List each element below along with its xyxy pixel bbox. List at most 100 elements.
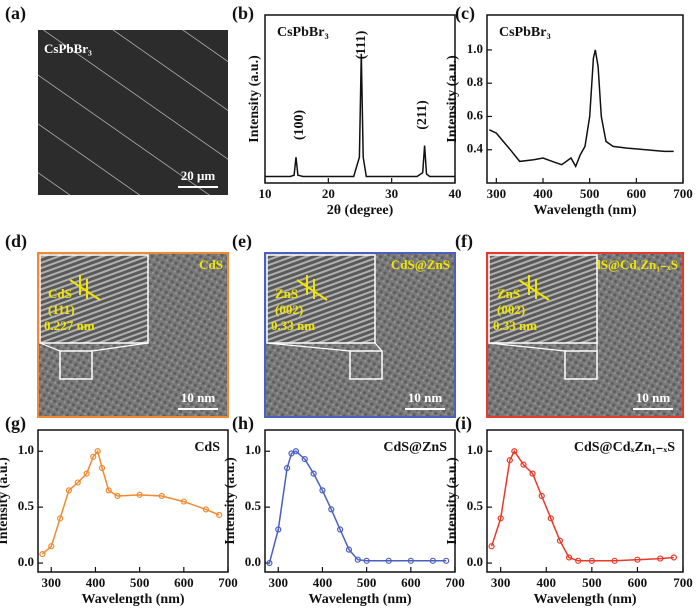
panel-label: (b) bbox=[232, 3, 254, 24]
data-point bbox=[136, 491, 143, 498]
y-axis-label: Intensity (a.u.) bbox=[0, 457, 11, 545]
data-point bbox=[48, 543, 55, 550]
peak-label: (100) bbox=[292, 110, 307, 141]
zoom-box bbox=[564, 350, 598, 380]
x-axis-label: Wavelength (nm) bbox=[533, 592, 636, 607]
data-point bbox=[98, 464, 106, 472]
data-point bbox=[657, 555, 664, 562]
x-tick-label: 300 bbox=[42, 575, 62, 590]
plot-frame bbox=[264, 429, 456, 573]
y-axis-label: Intensity (a.u.) bbox=[223, 457, 238, 545]
x-tick-label: 400 bbox=[313, 575, 333, 590]
inset-text: 0.33 nm bbox=[493, 318, 537, 333]
data-line bbox=[268, 450, 447, 564]
x-tick-label: 40 bbox=[449, 186, 462, 201]
x-tick-label: 300 bbox=[487, 186, 507, 201]
x-tick-label: 500 bbox=[357, 575, 377, 590]
scale-label: 10 nm bbox=[408, 390, 442, 405]
data-point bbox=[529, 470, 536, 477]
zoom-box bbox=[349, 350, 383, 380]
x-tick-label: 400 bbox=[537, 575, 557, 590]
fringe-mark bbox=[296, 279, 328, 301]
x-tick-label: 700 bbox=[673, 186, 693, 201]
x-tick-label: 500 bbox=[130, 575, 150, 590]
y-tick-label: 0.0 bbox=[245, 554, 261, 569]
y-tick-label: 0.0 bbox=[18, 554, 34, 569]
data-point bbox=[547, 515, 554, 522]
inset-text: 0.227 nm bbox=[44, 318, 95, 333]
data-point bbox=[74, 479, 81, 486]
data-point bbox=[385, 557, 392, 564]
plot-label: CsPbBr₃ bbox=[499, 25, 551, 40]
x-axis-label: Wavelength (nm) bbox=[81, 592, 184, 607]
zoom-line bbox=[91, 342, 149, 352]
data-point bbox=[319, 487, 326, 494]
inset-text: 0.33 nm bbox=[271, 318, 315, 333]
data-point bbox=[488, 543, 495, 550]
data-point bbox=[266, 559, 273, 567]
inset-image bbox=[488, 254, 598, 344]
y-tick-label: 1.0 bbox=[467, 41, 483, 56]
data-point bbox=[337, 526, 344, 533]
x-axis-label: Wavelength (nm) bbox=[533, 203, 636, 218]
plot-label: CdS@ZnS bbox=[383, 440, 447, 455]
inset-text: (002) bbox=[497, 302, 525, 317]
scale-label: 10 nm bbox=[181, 390, 215, 405]
data-point bbox=[429, 557, 437, 564]
x-tick-label: 700 bbox=[218, 575, 238, 590]
y-tick-label: 0.0 bbox=[467, 554, 483, 569]
y-tick-label: 1.0 bbox=[18, 442, 34, 457]
inset-image bbox=[266, 254, 376, 344]
plot-label: CdS@CdₓZn₁₋ₓS bbox=[574, 440, 675, 455]
image-title: CsPbBr₃ bbox=[44, 41, 92, 56]
inset-text: (002) bbox=[275, 302, 303, 317]
x-tick-label: 20 bbox=[322, 186, 335, 201]
data-point bbox=[283, 464, 291, 472]
zoom-line bbox=[39, 342, 61, 352]
panel-label: (h) bbox=[232, 413, 254, 434]
y-tick-label: 0.6 bbox=[467, 107, 484, 122]
data-point bbox=[39, 551, 46, 558]
data-point bbox=[328, 506, 335, 513]
zoom-box bbox=[59, 350, 93, 380]
data-line bbox=[41, 449, 220, 555]
zoom-line bbox=[488, 342, 566, 352]
data-point bbox=[520, 461, 527, 468]
peak-label: (111) bbox=[354, 30, 369, 59]
data-point bbox=[158, 492, 165, 500]
data-point bbox=[611, 557, 618, 564]
x-tick-label: 400 bbox=[533, 186, 553, 201]
x-tick-label: 500 bbox=[582, 575, 602, 590]
data-line bbox=[265, 53, 455, 178]
plot-label: CdS bbox=[194, 440, 220, 455]
zoom-line bbox=[374, 342, 383, 352]
image-title: CdS@ZnS bbox=[391, 257, 450, 272]
data-point bbox=[497, 515, 504, 522]
data-line bbox=[488, 49, 674, 169]
data-point bbox=[670, 554, 677, 561]
data-point bbox=[275, 526, 282, 533]
data-line bbox=[490, 449, 674, 562]
data-point bbox=[65, 487, 73, 494]
y-tick-label: 0.8 bbox=[467, 74, 484, 89]
data-point bbox=[363, 557, 370, 564]
y-tick-label: 0.5 bbox=[467, 498, 484, 513]
data-point bbox=[292, 448, 300, 455]
data-point bbox=[216, 511, 223, 519]
panel-label: (d) bbox=[5, 231, 27, 252]
x-tick-label: 700 bbox=[445, 575, 465, 590]
data-point bbox=[83, 470, 90, 477]
x-tick-label: 500 bbox=[580, 186, 600, 201]
inset-image bbox=[39, 254, 149, 344]
inset-text: ZnS bbox=[275, 286, 298, 301]
image-title: CdS@CdₓZn₁₋ₓS bbox=[584, 257, 678, 272]
panel-label: (c) bbox=[455, 3, 475, 24]
data-point bbox=[94, 448, 101, 455]
y-tick-label: 0.5 bbox=[18, 498, 35, 513]
zoom-line bbox=[266, 342, 351, 352]
data-point bbox=[407, 557, 414, 564]
panel-label: (a) bbox=[5, 3, 26, 24]
inset-text: CdS bbox=[48, 286, 72, 301]
x-tick-label: 600 bbox=[401, 575, 421, 590]
